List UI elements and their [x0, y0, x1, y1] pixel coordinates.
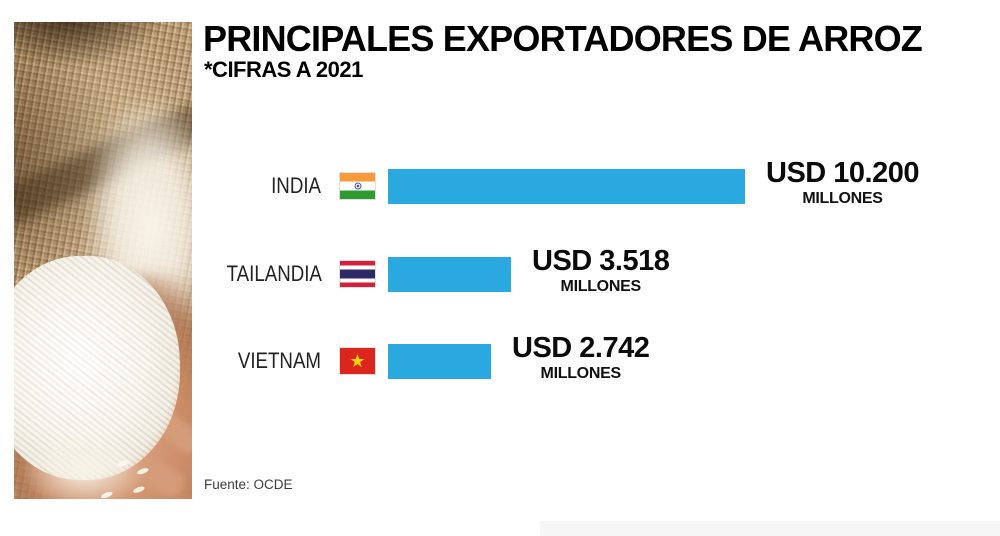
india-flag-icon — [340, 173, 375, 199]
value-block: USD 10.200 MILLONES — [766, 157, 920, 207]
rice-photo — [14, 22, 192, 499]
value-label: USD 3.518 — [532, 245, 670, 278]
vietnam-flag-icon — [340, 348, 375, 374]
unit-label: MILLONES — [540, 364, 622, 382]
value-bar — [388, 256, 511, 292]
page-title: PRINCIPALES EXPORTADORES DE ARROZ — [203, 18, 923, 59]
value-bar — [388, 343, 491, 379]
rice-spill — [21, 432, 146, 499]
bottom-right-shade — [540, 521, 1000, 536]
unit-label: MILLONES — [560, 277, 642, 295]
value-block: USD 3.518 MILLONES — [532, 245, 670, 295]
chart-row: VIETNAM USD 2.742 MILLONES — [210, 326, 650, 396]
country-label: INDIA — [271, 173, 321, 198]
chart-row: TAILANDIA USD 3.518 MILLONES — [210, 239, 670, 309]
country-label: TAILANDIA — [226, 261, 322, 286]
value-bar — [388, 168, 745, 204]
country-label: VIETNAM — [237, 348, 321, 373]
value-label: USD 10.200 — [766, 157, 920, 190]
chart-row: INDIA USD 10.200 MILLONES — [210, 151, 919, 221]
thailand-flag-icon — [340, 261, 375, 287]
unit-label: MILLONES — [802, 189, 883, 207]
value-label: USD 2.742 — [512, 332, 650, 365]
value-block: USD 2.742 MILLONES — [512, 332, 650, 382]
page-subtitle: *CIFRAS A 2021 — [204, 57, 363, 82]
source-label: Fuente: OCDE — [204, 477, 293, 492]
